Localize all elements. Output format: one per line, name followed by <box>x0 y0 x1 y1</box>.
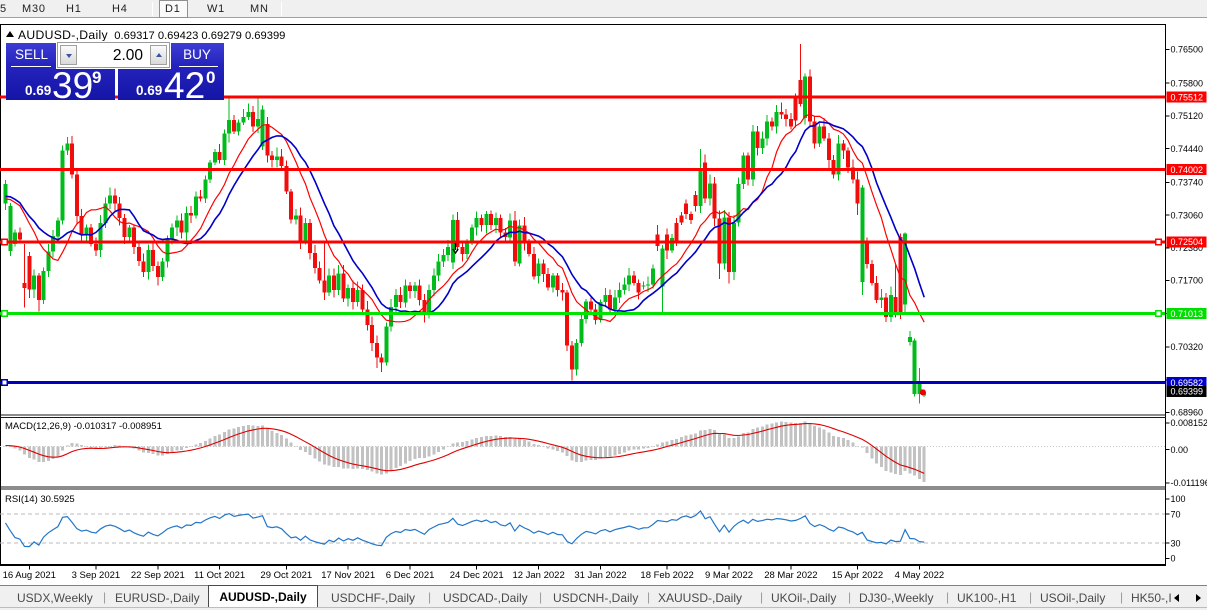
svg-text:0.69399: 0.69399 <box>1171 387 1204 397</box>
svg-text:0.75120: 0.75120 <box>1171 111 1204 121</box>
svg-text:0.75512: 0.75512 <box>1171 92 1204 102</box>
svg-text:100: 100 <box>1171 494 1186 504</box>
svg-text:0.74440: 0.74440 <box>1171 144 1204 154</box>
svg-text:RSI(14) 30.5925: RSI(14) 30.5925 <box>5 494 75 505</box>
svg-text:16 Aug 2021: 16 Aug 2021 <box>3 570 56 581</box>
svg-text:0.72380: 0.72380 <box>1171 243 1204 253</box>
svg-text:0.68960: 0.68960 <box>1171 408 1204 418</box>
svg-text:24 Dec 2021: 24 Dec 2021 <box>450 570 504 581</box>
svg-text:3 Sep 2021: 3 Sep 2021 <box>72 570 121 581</box>
svg-text:0.72504: 0.72504 <box>1171 237 1204 247</box>
svg-text:29 Oct 2021: 29 Oct 2021 <box>260 570 312 581</box>
svg-text:4 May 2022: 4 May 2022 <box>895 570 945 581</box>
svg-text:0.76500: 0.76500 <box>1171 45 1204 55</box>
svg-text:31 Jan 2022: 31 Jan 2022 <box>574 570 626 581</box>
svg-text:0.69582: 0.69582 <box>1171 378 1204 388</box>
svg-text:0.70320: 0.70320 <box>1171 342 1204 352</box>
svg-text:0: 0 <box>1171 554 1176 564</box>
svg-text:28 Mar 2022: 28 Mar 2022 <box>764 570 817 581</box>
svg-text:18 Feb 2022: 18 Feb 2022 <box>640 570 693 581</box>
svg-text:17 Nov 2021: 17 Nov 2021 <box>321 570 375 581</box>
svg-text:0.73060: 0.73060 <box>1171 210 1204 220</box>
svg-text:12 Jan 2022: 12 Jan 2022 <box>512 570 564 581</box>
svg-text:11 Oct 2021: 11 Oct 2021 <box>194 570 245 581</box>
svg-text:0.00: 0.00 <box>1171 445 1189 455</box>
svg-text:0.71700: 0.71700 <box>1171 276 1204 286</box>
svg-text:30: 30 <box>1171 538 1181 548</box>
svg-text:70: 70 <box>1171 509 1181 519</box>
svg-text:6 Dec 2021: 6 Dec 2021 <box>386 570 435 581</box>
svg-text:-0.011196: -0.011196 <box>1171 478 1207 488</box>
svg-text:9 Mar 2022: 9 Mar 2022 <box>705 570 753 581</box>
svg-text:22 Sep 2021: 22 Sep 2021 <box>131 570 185 581</box>
svg-text:0.73740: 0.73740 <box>1171 178 1204 188</box>
svg-text:0.008152: 0.008152 <box>1171 418 1207 428</box>
svg-text:0.75800: 0.75800 <box>1171 78 1204 88</box>
svg-text:0.74002: 0.74002 <box>1171 165 1204 175</box>
svg-text:15 Apr 2022: 15 Apr 2022 <box>832 570 883 581</box>
svg-text:0.71013: 0.71013 <box>1171 309 1204 319</box>
svg-text:MACD(12,26,9) -0.010317 -0.008: MACD(12,26,9) -0.010317 -0.008951 <box>5 421 162 432</box>
